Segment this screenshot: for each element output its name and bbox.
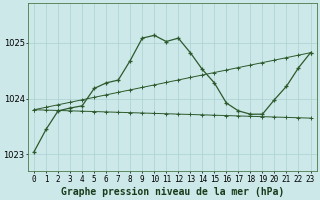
X-axis label: Graphe pression niveau de la mer (hPa): Graphe pression niveau de la mer (hPa) [61, 186, 284, 197]
